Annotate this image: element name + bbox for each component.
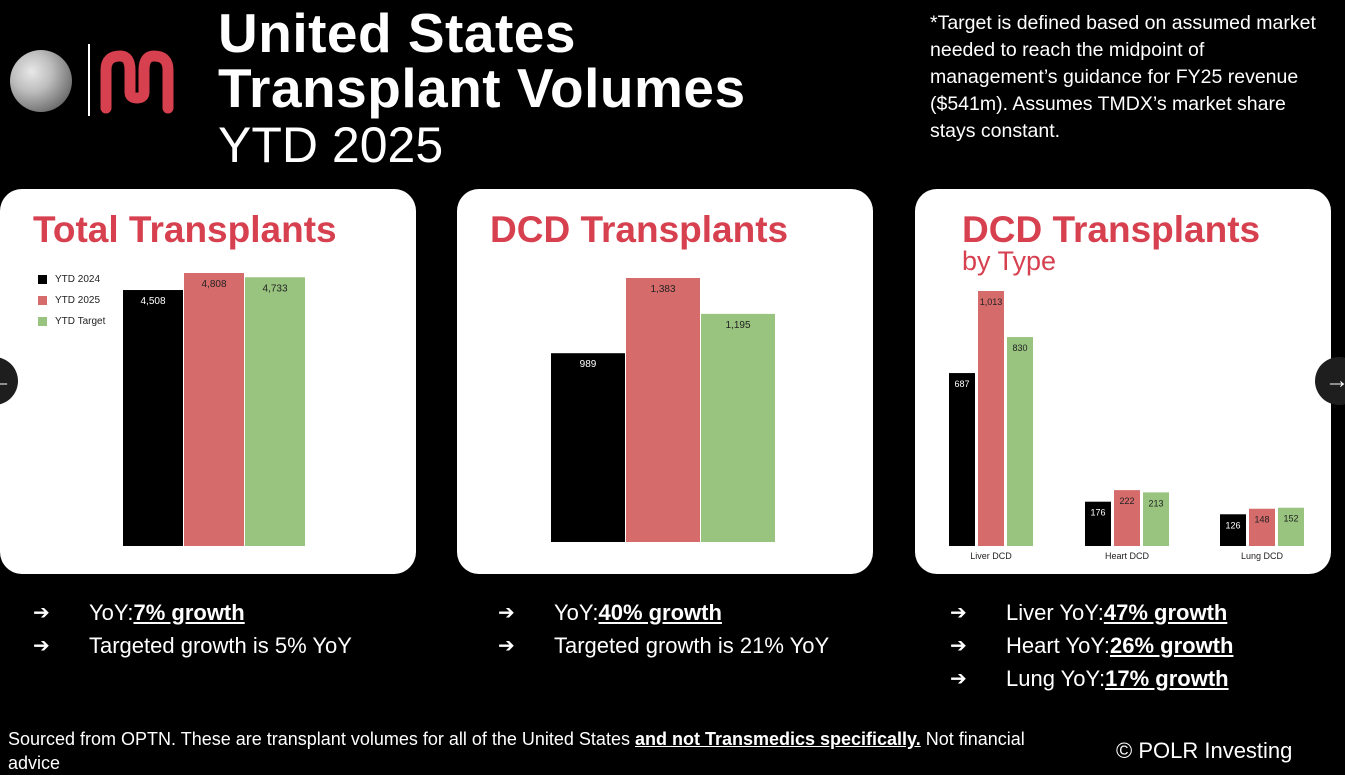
previous-slide-button[interactable]: ←: [0, 357, 18, 405]
bullet-prefix: Liver YoY:: [1006, 599, 1104, 625]
dcd-by-type-card: DCD Transplants by Type 687 1,013 830 Liver…: [915, 189, 1331, 574]
arrow-right-icon: ➔: [498, 602, 515, 624]
bar-ytd-2024: [551, 353, 625, 542]
page-title-line2: Transplant Volumes: [218, 57, 746, 119]
data-label: 989: [580, 359, 597, 370]
data-label: 176: [1090, 508, 1105, 518]
bullet-prefix: Lung YoY:: [1006, 665, 1106, 691]
arrow-right-icon: ➔: [33, 635, 50, 657]
arrow-left-icon: ←: [0, 367, 12, 394]
chart-title: DCD Transplants: [962, 209, 1261, 250]
bullet-item: ➔ Liver YoY: 47% growth: [950, 596, 1233, 629]
bullet-prefix: Heart YoY:: [1006, 632, 1110, 658]
data-label: 1,383: [650, 284, 675, 295]
bar-ytd-target: [1278, 507, 1304, 546]
arrow-right-icon: ➔: [950, 635, 967, 657]
arrow-right-icon: ➔: [950, 668, 967, 690]
bar-ytd-2024: [1085, 501, 1111, 546]
arrow-right-icon: ➔: [950, 602, 967, 624]
bar-ytd-2025: [1249, 508, 1275, 546]
logo-divider: [88, 44, 90, 116]
arrow-right-icon: ➔: [498, 635, 515, 657]
data-label: 4,508: [140, 296, 165, 307]
legend-item-ytd2025: YTD 2025: [38, 290, 105, 311]
bar-ytd-target: [245, 277, 305, 546]
chart-legend: YTD 2024 YTD 2025 YTD Target: [38, 269, 105, 332]
chart-title: Total Transplants: [33, 209, 337, 250]
bullet-prefix: Targeted growth is 5% YoY: [89, 632, 352, 658]
legend-item-ytd2024: YTD 2024: [38, 269, 105, 290]
bar-ytd-2024: [123, 290, 183, 546]
dcd-type-bullets: ➔ Liver YoY: 47% growth ➔ Heart YoY: 26%…: [950, 596, 1233, 695]
bar-ytd-2025: [1114, 490, 1140, 546]
data-label: 830: [1012, 343, 1027, 353]
data-label: 152: [1283, 514, 1298, 524]
chart-title: DCD Transplants: [490, 209, 789, 250]
data-label: 4,808: [201, 279, 226, 290]
source-disclaimer: and not Transmedics specifically.: [634, 729, 921, 749]
bullet-item: ➔ Targeted growth is 5% YoY: [33, 629, 352, 662]
bullet-item: ➔ YoY: 7% growth: [33, 596, 352, 629]
data-label: 126: [1225, 520, 1240, 530]
legend-label: YTD 2024: [55, 274, 101, 285]
bar-ytd-target: [701, 313, 775, 542]
data-label: 4,733: [262, 283, 287, 294]
legend-label: YTD 2025: [55, 295, 101, 306]
dcd-transplants-card: DCD Transplants 989 1,383 1,195: [457, 189, 873, 574]
source-text-end: Not financial advice: [8, 729, 1025, 773]
data-label: 213: [1148, 498, 1163, 508]
chart-subtitle: by Type: [962, 246, 1057, 276]
dcd-bullets: ➔ YoY: 40% growth ➔ Targeted growth is 2…: [498, 596, 829, 662]
page-title-line1: United States: [218, 2, 576, 64]
bar-ytd-2024: [949, 373, 975, 546]
title-block: United States Transplant Volumes YTD 202…: [218, 6, 746, 174]
total-transplants-card: Total Transplants YTD 2024 YTD 2025 YTD …: [0, 189, 416, 574]
brand-mark-logo-icon: [100, 50, 174, 114]
data-label: 1,195: [725, 320, 750, 331]
bar-ytd-2025: [978, 291, 1004, 546]
dcd-transplants-chart: 989 1,383 1,195: [551, 278, 775, 542]
bar-ytd-target: [1143, 492, 1169, 546]
bullet-item: ➔ YoY: 40% growth: [498, 596, 829, 629]
legend-swatch: [38, 317, 47, 326]
credit: © POLR Investing: [1116, 738, 1293, 763]
data-label: 148: [1254, 515, 1269, 525]
bullet-emphasis: 40% growth: [598, 599, 722, 625]
logo-area: [8, 44, 178, 120]
bar-ytd-2025: [184, 273, 244, 546]
bullet-emphasis: 17% growth: [1105, 665, 1229, 691]
data-label: 222: [1119, 496, 1134, 506]
category-label: Lung DCD: [1241, 551, 1284, 561]
source-note: Sourced from OPTN. These are transplant …: [8, 727, 1058, 775]
bar-ytd-target: [1007, 337, 1033, 546]
total-transplants-chart: 4,508 4,808 4,733: [123, 273, 305, 546]
bullet-item: ➔ Targeted growth is 21% YoY: [498, 629, 829, 662]
arrow-right-icon: →: [1325, 367, 1345, 394]
bullet-item: ➔ Heart YoY: 26% growth: [950, 629, 1233, 662]
bullet-item: ➔ Lung YoY: 17% growth: [950, 662, 1233, 695]
bullet-prefix: Targeted growth is 21% YoY: [554, 632, 830, 658]
category-label: Heart DCD: [1105, 551, 1150, 561]
bullet-prefix: YoY:: [554, 599, 599, 625]
target-footnote: *Target is defined based on assumed mark…: [930, 12, 1316, 142]
page-subtitle: YTD 2025: [218, 117, 444, 173]
bullet-emphasis: 26% growth: [1109, 632, 1234, 658]
category-label: Liver DCD: [970, 551, 1012, 561]
bullet-emphasis: 7% growth: [133, 599, 245, 625]
source-text: Sourced from OPTN. These are transplant …: [8, 729, 635, 749]
legend-item-target: YTD Target: [38, 311, 105, 332]
legend-swatch: [38, 275, 47, 284]
arrow-right-icon: ➔: [33, 602, 50, 624]
bar-ytd-2025: [626, 278, 700, 542]
bullet-emphasis: 47% growth: [1103, 599, 1228, 625]
legend-label: YTD Target: [55, 316, 106, 327]
bar-ytd-2024: [1220, 514, 1246, 546]
bullet-prefix: YoY:: [89, 599, 134, 625]
total-bullets: ➔ YoY: 7% growth ➔ Targeted growth is 5%…: [33, 596, 352, 662]
data-label: 1,013: [980, 297, 1003, 307]
dcd-by-type-chart: 687 1,013 830 Liver DCD 176 222 213 Heart DCD 12…: [949, 291, 1304, 561]
moon-logo-icon: [10, 50, 72, 112]
data-label: 687: [954, 379, 969, 389]
legend-swatch: [38, 296, 47, 305]
